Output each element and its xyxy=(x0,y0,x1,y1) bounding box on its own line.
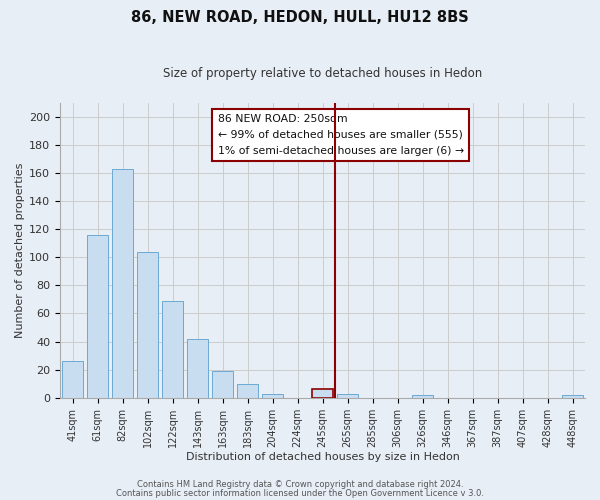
Bar xyxy=(212,371,233,398)
Y-axis label: Number of detached properties: Number of detached properties xyxy=(15,162,25,338)
Bar xyxy=(562,395,583,398)
Bar xyxy=(112,168,133,398)
X-axis label: Distribution of detached houses by size in Hedon: Distribution of detached houses by size … xyxy=(185,452,460,462)
Bar xyxy=(262,394,283,398)
Text: 86 NEW ROAD: 250sqm
← 99% of detached houses are smaller (555)
1% of semi-detach: 86 NEW ROAD: 250sqm ← 99% of detached ho… xyxy=(218,114,464,156)
Bar xyxy=(137,252,158,398)
Bar xyxy=(237,384,258,398)
Bar xyxy=(62,362,83,398)
Bar xyxy=(187,339,208,398)
Bar xyxy=(162,301,183,398)
Title: Size of property relative to detached houses in Hedon: Size of property relative to detached ho… xyxy=(163,68,482,80)
Bar xyxy=(87,234,108,398)
Text: 86, NEW ROAD, HEDON, HULL, HU12 8BS: 86, NEW ROAD, HEDON, HULL, HU12 8BS xyxy=(131,10,469,25)
Bar xyxy=(337,394,358,398)
Text: Contains HM Land Registry data © Crown copyright and database right 2024.: Contains HM Land Registry data © Crown c… xyxy=(137,480,463,489)
Text: Contains public sector information licensed under the Open Government Licence v : Contains public sector information licen… xyxy=(116,489,484,498)
Bar xyxy=(412,395,433,398)
Bar xyxy=(312,390,333,398)
